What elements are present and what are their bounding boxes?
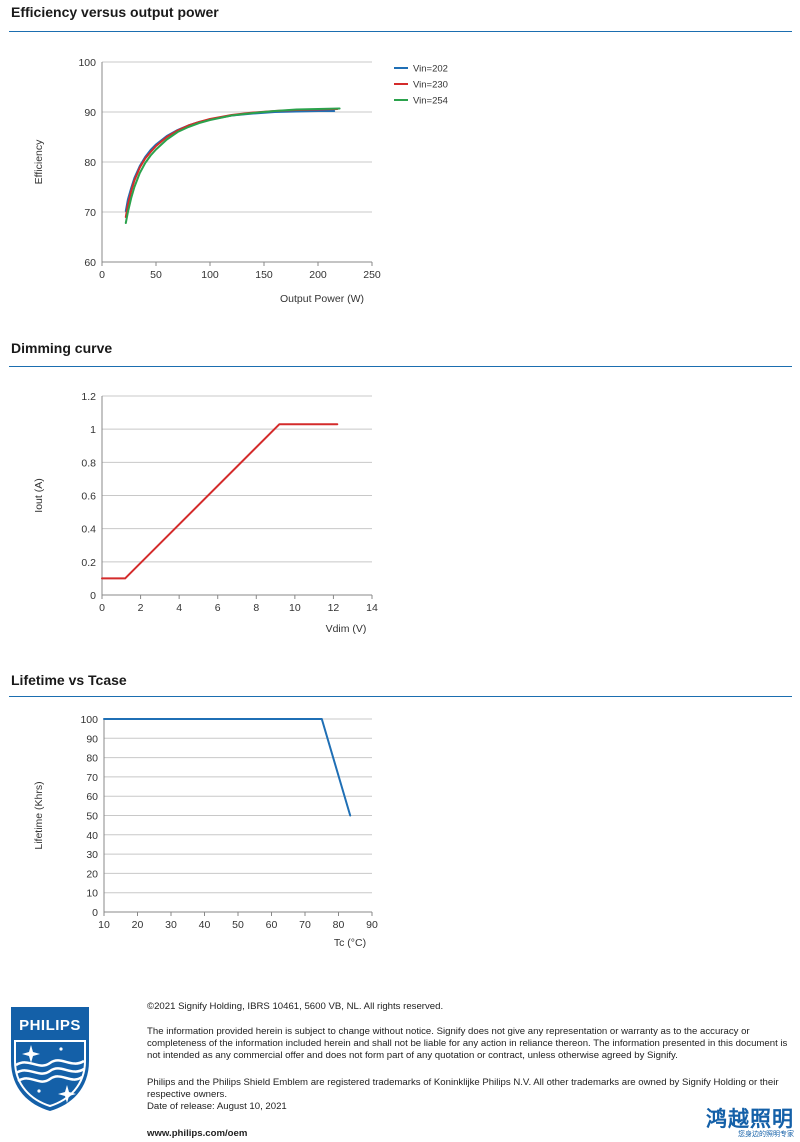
y-tick-label: 60 xyxy=(86,791,98,803)
y-tick-label: 70 xyxy=(86,772,98,784)
x-tick-label: 150 xyxy=(255,269,273,281)
y-tick-label: 0 xyxy=(90,590,96,602)
philips-logo: PHILIPS xyxy=(11,1007,89,1111)
dimming-chart: 0 0.2 0.4 0.6 0.8 1 1.2 0 2 4 6 8 10 12 14 Iout (A) Vdim… xyxy=(33,391,378,635)
watermark-subtitle: 您身边的照明专家 xyxy=(738,1130,794,1138)
watermark-brand: 鸿越照明 您身边的照明专家 xyxy=(702,1108,794,1138)
x-tick-label: 14 xyxy=(366,602,378,614)
x-tick-label: 250 xyxy=(363,269,381,281)
x-tick-label: 4 xyxy=(176,602,182,614)
watermark-title: 鸿越照明 xyxy=(706,1107,794,1131)
y-tick-label: 0.4 xyxy=(81,524,96,536)
y-axis-title: Iout (A) xyxy=(33,478,45,512)
x-tick-label: 40 xyxy=(199,919,211,931)
x-tick-label: 10 xyxy=(289,602,301,614)
series-line xyxy=(103,718,352,817)
y-tick-label: 0.6 xyxy=(81,491,96,503)
x-axis-title: Output Power (W) xyxy=(280,293,364,305)
y-tick-label: 100 xyxy=(80,714,98,726)
x-tick-label: 6 xyxy=(215,602,221,614)
footer-website: www.philips.com/oem xyxy=(147,1128,792,1140)
x-tick-label: 70 xyxy=(299,919,311,931)
x-tick-label: 2 xyxy=(138,602,144,614)
section-divider xyxy=(9,366,792,367)
y-tick-label: 80 xyxy=(84,157,96,169)
x-tick-label: 0 xyxy=(99,269,105,281)
series-line xyxy=(124,107,341,224)
x-tick-label: 200 xyxy=(309,269,327,281)
x-axis-title: Vdim (V) xyxy=(326,623,367,635)
footer-disclaimer: The information provided herein is subje… xyxy=(147,1026,792,1063)
y-tick-label: 70 xyxy=(84,207,96,219)
x-tick-label: 0 xyxy=(99,602,105,614)
x-tick-label: 100 xyxy=(201,269,219,281)
legend-label: Vin=230 xyxy=(413,80,448,91)
efficiency-chart: 60 70 80 90 100 0 50 100 150 200 250 Efficiency Outp… xyxy=(33,57,448,305)
series-line xyxy=(101,423,339,580)
y-tick-label: 1 xyxy=(90,424,96,436)
y-tick-label: 0.8 xyxy=(81,457,96,469)
x-tick-label: 12 xyxy=(328,602,340,614)
trademark-text: Philips and the Philips Shield Emblem ar… xyxy=(147,1077,779,1101)
y-tick-label: 0 xyxy=(92,907,98,919)
x-tick-label: 50 xyxy=(232,919,244,931)
x-tick-label: 90 xyxy=(366,919,378,931)
section-title-dimming: Dimming curve xyxy=(11,340,113,356)
footer-trademarks: Philips and the Philips Shield Emblem ar… xyxy=(147,1077,792,1114)
y-tick-label: 1.2 xyxy=(81,391,96,403)
y-tick-label: 90 xyxy=(84,107,96,119)
section-title-lifetime: Lifetime vs Tcase xyxy=(11,672,127,688)
y-tick-label: 10 xyxy=(86,888,98,900)
x-tick-label: 30 xyxy=(165,919,177,931)
x-tick-label: 80 xyxy=(333,919,345,931)
disclaimer-text: The information provided herein is subje… xyxy=(147,1026,788,1062)
copyright-text: ©2021 Signify Holding, IBRS 10461, 5600 … xyxy=(147,1001,444,1012)
y-tick-label: 100 xyxy=(78,57,96,69)
y-tick-label: 40 xyxy=(86,830,98,842)
y-tick-label: 20 xyxy=(86,868,98,880)
y-axis-title: Efficiency xyxy=(33,139,45,184)
svg-text:PHILIPS: PHILIPS xyxy=(19,1017,81,1034)
section-title-efficiency: Efficiency versus output power xyxy=(11,4,219,20)
x-tick-label: 60 xyxy=(266,919,278,931)
x-tick-label: 10 xyxy=(98,919,110,931)
y-tick-label: 90 xyxy=(86,733,98,745)
series-line xyxy=(124,110,336,212)
y-tick-label: 50 xyxy=(86,811,98,823)
y-tick-label: 60 xyxy=(84,257,96,269)
x-tick-label: 20 xyxy=(132,919,144,931)
legend-label: Vin=254 xyxy=(413,96,448,107)
section-divider xyxy=(9,31,792,32)
y-tick-label: 30 xyxy=(86,849,98,861)
website-link[interactable]: www.philips.com/oem xyxy=(147,1128,248,1139)
x-tick-label: 50 xyxy=(150,269,162,281)
y-axis-title: Lifetime (Khrs) xyxy=(33,781,45,849)
x-axis-title: Tc (°C) xyxy=(334,937,366,949)
section-divider xyxy=(9,696,792,697)
x-tick-label: 8 xyxy=(253,602,259,614)
legend-label: Vin=202 xyxy=(413,64,448,75)
y-tick-label: 0.2 xyxy=(81,557,96,569)
footer-copyright: ©2021 Signify Holding, IBRS 10461, 5600 … xyxy=(147,1001,792,1013)
release-date: Date of release: August 10, 2021 xyxy=(147,1101,287,1113)
series-line xyxy=(124,108,339,218)
y-tick-label: 80 xyxy=(86,753,98,765)
